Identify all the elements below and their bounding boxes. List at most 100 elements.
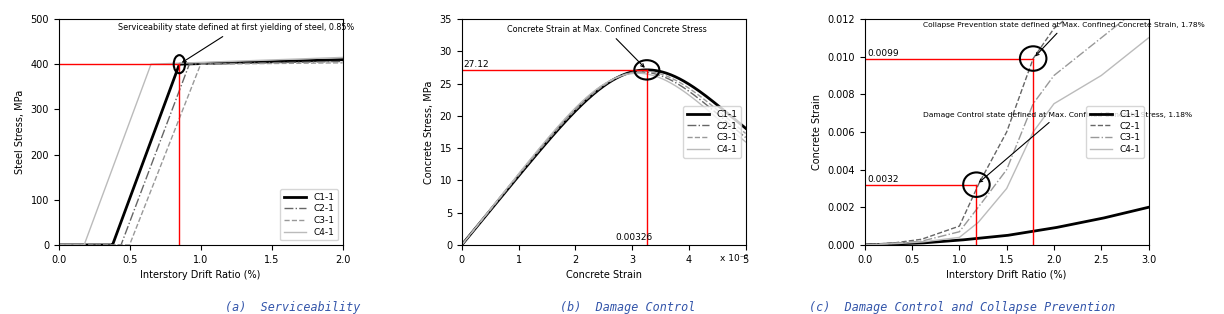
Legend: C1-1, C2-1, C3-1, C4-1: C1-1, C2-1, C3-1, C4-1 [1086,106,1144,158]
Line: C3-1: C3-1 [461,71,745,245]
C3-1 [1121,14,1136,18]
C2-1 [92,243,106,247]
Legend: C1-1, C2-1, C3-1, C4-1: C1-1, C2-1, C3-1, C4-1 [280,189,338,241]
Text: x 10⁻³: x 10⁻³ [720,254,748,263]
C4-1 [109,157,124,160]
Text: 0.0032: 0.0032 [868,175,900,184]
C2-1 [1018,77,1033,81]
C3-1 [256,62,271,65]
Line: C1-1: C1-1 [59,60,343,245]
C1-1 [1075,220,1089,224]
C3-1 [1018,120,1033,124]
C4-1 [454,243,469,247]
C3-1 [1110,23,1125,26]
C2-1 [147,157,162,160]
C2-1 [488,201,503,204]
C3-1 [157,157,171,160]
Text: (a)  Serviceability: (a) Serviceability [225,301,360,314]
C1-1 [660,72,674,75]
C3-1 [98,243,113,247]
C3-1 [661,75,676,79]
C3-1 [962,217,977,220]
Line: C1-1: C1-1 [865,207,1148,245]
C4-1 [1018,146,1033,149]
Text: Concrete Strain at Max. Confined Concrete Stress: Concrete Strain at Max. Confined Concret… [507,25,707,67]
C2-1 [250,61,264,65]
C1-1 [335,58,350,62]
C3-1 [1141,0,1155,2]
C4-1 [567,107,581,111]
Y-axis label: Concrete Stress, MPa: Concrete Stress, MPa [424,80,435,184]
C3-1 [329,61,344,65]
Line: C3-1: C3-1 [865,0,1148,245]
X-axis label: Interstory Drift Ratio (%): Interstory Drift Ratio (%) [946,270,1067,280]
C4-1 [1083,80,1098,84]
C1-1 [567,110,581,114]
Line: C1-1: C1-1 [461,70,745,245]
Line: C4-1: C4-1 [865,38,1148,245]
C2-1 [660,77,674,80]
Line: C3-1: C3-1 [59,63,343,245]
C2-1 [1083,0,1098,1]
C2-1 [738,136,753,139]
C1-1 [488,202,503,205]
Line: C4-1: C4-1 [461,73,745,245]
C3-1 [738,132,753,135]
C4-1 [547,129,562,133]
C3-1 [488,201,503,205]
C4-1 [858,243,873,247]
C1-1 [1088,218,1103,222]
C1-1 [639,68,654,72]
C1-1 [329,58,344,62]
C2-1 [633,70,647,74]
C2-1 [547,130,562,133]
C4-1 [634,72,649,75]
C4-1 [69,243,83,247]
C4-1 [328,56,343,60]
Text: (b)  Damage Control: (b) Damage Control [559,301,695,314]
C3-1 [633,69,647,73]
C2-1 [858,243,873,247]
C4-1 [51,243,66,247]
C2-1 [454,243,469,247]
C4-1 [738,140,753,144]
C1-1 [661,72,676,76]
C3-1 [195,62,209,66]
C2-1 [634,70,649,74]
Text: 0.0099: 0.0099 [868,49,900,58]
C1-1 [547,132,562,136]
C3-1 [660,74,674,78]
C2-1 [51,243,66,247]
C2-1 [661,77,676,81]
C2-1 [329,60,344,63]
C3-1 [335,61,350,65]
C3-1 [567,109,581,113]
C1-1 [137,157,152,160]
C1-1 [982,236,996,239]
C3-1 [635,69,650,73]
C1-1 [454,243,469,247]
C1-1 [738,126,753,130]
C4-1 [1141,36,1155,40]
C3-1 [547,131,562,135]
C3-1 [454,243,469,247]
Text: 0.00326: 0.00326 [616,233,652,242]
C4-1 [488,200,503,204]
C2-1 [184,62,198,66]
C3-1 [51,243,66,247]
C1-1 [973,236,988,240]
Line: C2-1: C2-1 [59,62,343,245]
Y-axis label: Steel Stress, MPa: Steel Stress, MPa [15,90,24,174]
C1-1 [949,239,963,242]
C2-1 [335,60,350,63]
C1-1 [1095,216,1110,220]
Text: (c)  Damage Control and Collapse Prevention: (c) Damage Control and Collapse Preventi… [809,301,1115,314]
C1-1 [633,68,647,72]
C3-1 [1094,36,1109,40]
X-axis label: Interstory Drift Ratio (%): Interstory Drift Ratio (%) [141,270,261,280]
Legend: C1-1, C2-1, C3-1, C4-1: C1-1, C2-1, C3-1, C4-1 [683,106,741,158]
C1-1 [51,243,66,247]
C4-1 [146,62,160,66]
C4-1 [229,59,244,63]
C3-1 [122,243,137,247]
